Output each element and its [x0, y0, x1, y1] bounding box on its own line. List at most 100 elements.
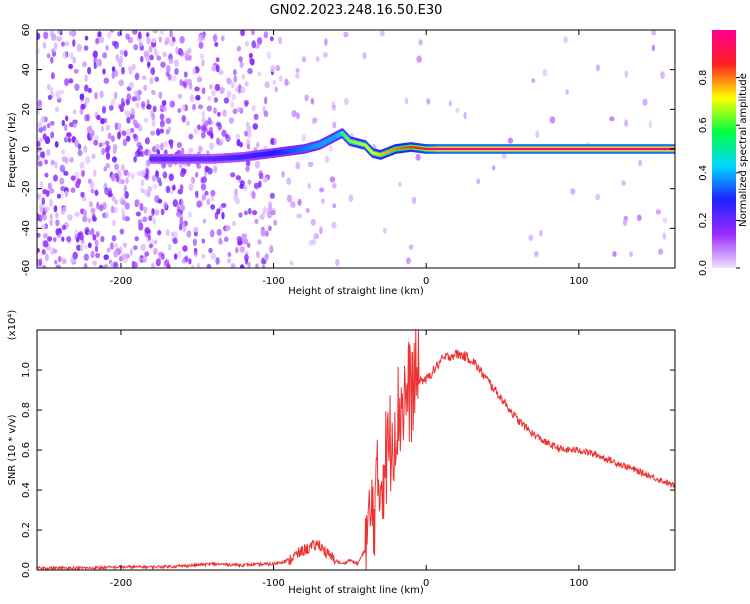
spectrogram-speckle — [260, 228, 266, 237]
spectrogram-speckle — [94, 239, 99, 247]
spectrogram-speckle — [113, 250, 119, 258]
spectrogram-speckle — [151, 38, 157, 43]
spectrogram-speckle — [248, 52, 253, 59]
spectrogram-speckle — [201, 32, 206, 41]
spectrogram-speckle — [73, 122, 77, 128]
spectrogram-speckle — [85, 226, 90, 233]
spectrogram-speckle — [83, 145, 88, 154]
spectrogram-speckle — [128, 81, 134, 89]
spectrogram-speckle — [54, 141, 59, 148]
spectrogram-speckle — [100, 125, 105, 132]
spectrogram-speckle — [203, 126, 208, 133]
spectrogram-speckle — [263, 31, 269, 39]
spectrogram-speckle — [72, 251, 78, 260]
spectrogram-speckle — [162, 51, 168, 58]
spectrogram-speckle — [269, 244, 274, 253]
spectrogram-speckle — [190, 176, 196, 184]
spectrogram-speckle — [234, 86, 239, 93]
spectrogram-speckle — [220, 202, 227, 208]
spectrogram-speckle — [612, 251, 617, 257]
spectrogram-y-ticks: -60 -40 -20 0 20 40 60 — [21, 24, 675, 276]
spectrogram-speckle — [114, 70, 119, 78]
spectrogram-speckle — [148, 45, 153, 53]
spectrogram-speckle — [179, 217, 184, 225]
spectrogram-speckle — [139, 150, 145, 157]
spectrogram-speckle — [160, 208, 165, 216]
spectrogram-speckle — [307, 161, 314, 168]
spectrogram-speckle — [114, 199, 119, 205]
spectrogram-speckle — [167, 244, 172, 251]
spectrogram-speckle — [136, 171, 142, 177]
spectrogram-speckle — [43, 240, 49, 248]
spectrogram-speckle — [418, 39, 423, 46]
spectrogram-speckle — [236, 235, 242, 242]
spectrogram-x-ticks: -200 -100 0 100 — [110, 30, 588, 287]
snr-y-tick-label: 0.0 — [21, 562, 32, 578]
spectrogram-speckle — [215, 64, 220, 73]
spectrogram-y-tick-label: -40 — [21, 220, 32, 236]
spectrogram-speckle — [122, 138, 128, 147]
spectrogram-speckle — [41, 248, 46, 255]
spectrogram-speckle — [92, 234, 97, 241]
spectrogram-speckle — [267, 201, 273, 210]
spectrogram-speckle — [165, 65, 171, 73]
spectrogram-speckle — [55, 212, 59, 219]
spectrogram-speckle — [179, 50, 185, 57]
spectrogram-speckle — [127, 171, 131, 178]
spectrogram-speckle — [196, 76, 203, 83]
spectrogram-speckle — [86, 126, 93, 133]
spectrogram-speckle — [232, 69, 237, 76]
spectrogram-speckle — [117, 131, 121, 140]
snr-x-tick-label: -200 — [110, 578, 133, 589]
spectrogram-speckle — [379, 30, 385, 37]
spectrogram-speckle — [331, 221, 337, 229]
spectrogram-speckle — [90, 227, 95, 236]
spectrogram-speckle — [264, 96, 268, 105]
spectrogram-speckle — [87, 242, 92, 249]
spectrogram-speckle — [121, 130, 127, 136]
spectrogram-speckle — [624, 70, 629, 78]
spectrogram-speckle — [284, 78, 289, 87]
spectrogram-speckle — [166, 263, 171, 268]
spectrogram-speckle — [98, 36, 105, 44]
spectrogram-speckle — [249, 56, 253, 65]
spectrogram-speckle — [79, 161, 85, 169]
snr-x-tick-label: 0 — [423, 578, 429, 589]
spectrogram-speckle — [215, 121, 221, 127]
spectrogram-speckle — [120, 97, 125, 104]
spectrogram-speckle — [163, 149, 168, 156]
spectrogram-speckle — [247, 261, 251, 268]
spectrogram-speckle — [655, 209, 662, 215]
spectrogram-speckle — [89, 201, 93, 208]
spectrogram-speckle — [44, 253, 49, 262]
spectrogram-speckle — [49, 30, 55, 37]
spectrogram-speckle — [286, 177, 292, 185]
spectrogram-speckle — [531, 78, 536, 84]
spectrogram-speckle — [549, 116, 556, 124]
spectrogram-speckle — [44, 159, 48, 165]
spectrogram-speckle — [85, 155, 91, 164]
spectrogram-speckle — [159, 119, 165, 128]
spectrogram-speckle — [115, 175, 120, 183]
spectrogram-speckle — [256, 37, 263, 45]
spectrogram-speckle — [123, 50, 128, 58]
spectrogram-speckle — [196, 200, 202, 208]
spectrogram-speckle — [110, 174, 116, 182]
spectrogram-speckle — [507, 137, 513, 144]
spectrogram-speckle — [52, 248, 58, 254]
spectrogram-speckle — [41, 197, 46, 205]
spectrogram-speckle — [246, 242, 251, 248]
spectrogram-speckle — [37, 247, 40, 253]
spectrogram-speckle — [221, 211, 225, 220]
spectrogram-y-tick-label: 20 — [21, 103, 32, 116]
spectrogram-speckle — [147, 234, 152, 241]
spectrogram-speckle — [254, 160, 261, 169]
spectrogram-speckle — [145, 159, 150, 168]
spectrogram-speckle — [168, 173, 174, 182]
spectrogram-speckle — [140, 187, 145, 194]
spectrogram-speckle — [245, 139, 251, 146]
spectrogram-speckle — [213, 96, 219, 103]
spectrogram-speckle — [210, 189, 216, 197]
spectrogram-speckle — [179, 184, 184, 192]
